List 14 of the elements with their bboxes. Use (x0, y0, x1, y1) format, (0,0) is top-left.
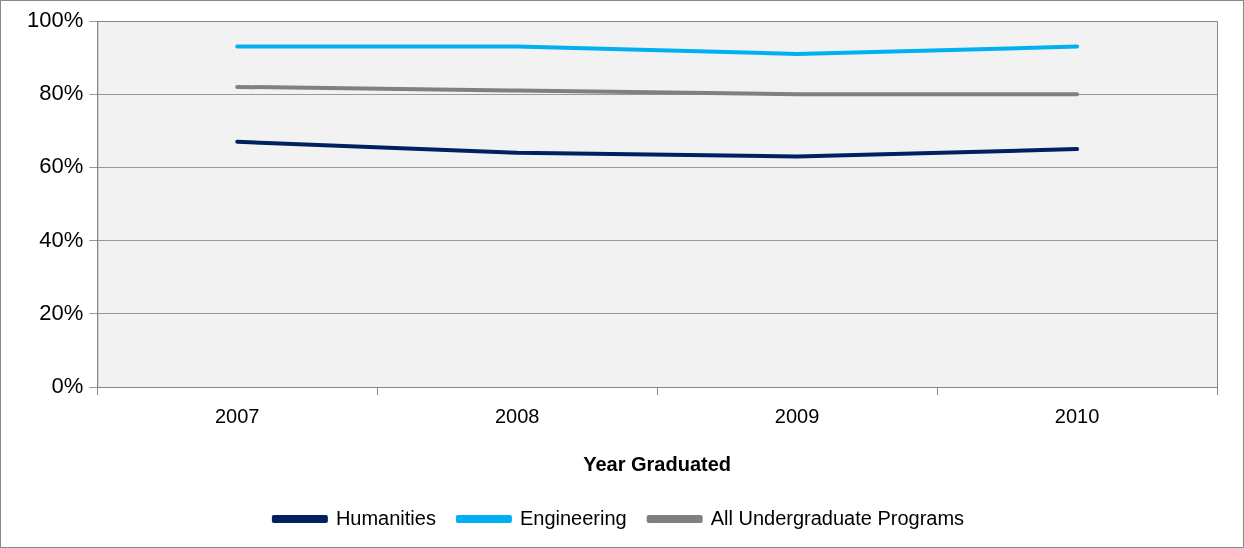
y-tick-label: 0% (51, 373, 84, 399)
x-axis-title: Year Graduated (583, 452, 732, 475)
y-tick-label: 60% (39, 153, 84, 179)
x-tick-label: 2009 (774, 404, 820, 427)
legend-label: All Undergraduate Programs (710, 506, 965, 529)
y-tick-label: 100% (26, 7, 84, 33)
x-tick-label: 2008 (494, 404, 540, 427)
legend-label: Engineering (519, 506, 627, 529)
y-tick-label: 40% (39, 226, 84, 252)
y-tick-label: 80% (39, 80, 84, 106)
x-tick-label: 2007 (214, 404, 260, 427)
x-tick-label: 2010 (1054, 404, 1100, 427)
legend-label: Humanities (335, 506, 436, 529)
y-tick-label: 20% (39, 299, 84, 325)
